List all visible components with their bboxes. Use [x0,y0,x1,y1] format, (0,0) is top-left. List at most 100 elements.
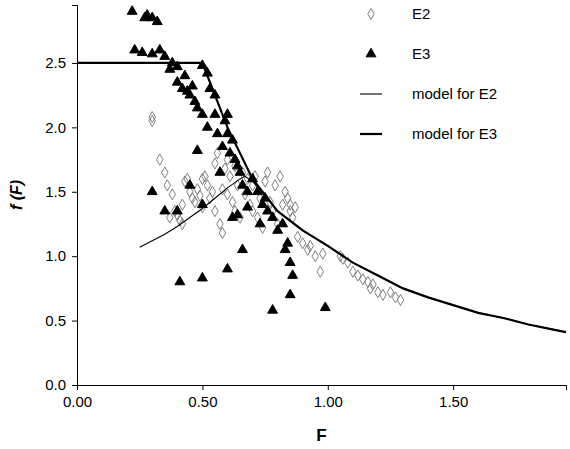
point [160,51,170,60]
point [268,305,278,314]
x-axis-line [78,386,567,391]
point [130,44,140,53]
point [277,171,283,182]
legend-symbol [366,48,376,57]
chart: 0.00 0.50 1.00 1.50 0.0 0.5 1.0 1.5 2.0 2.5 Ff (F)… [0,0,570,449]
y-tick-label: 0.5 [45,312,66,329]
x-tick: 0.50 [188,385,217,410]
point [304,244,310,255]
x-tick-mark [328,385,329,390]
y-tick-mark [72,256,77,257]
legend-symbol [368,8,374,19]
x-tick-label: 0.00 [63,393,92,410]
point [212,206,218,217]
point [175,276,185,285]
point [180,70,190,79]
y-tick-mark [72,385,77,386]
legend-label: E3 [412,45,430,62]
point [235,167,245,176]
point [194,184,200,195]
point [197,109,207,118]
legend-label: E2 [412,5,430,22]
point [192,145,202,154]
point [197,272,207,281]
y-axis-title: f (F) [8,180,25,210]
y-tick: 2.0 [45,119,77,136]
x-axis-title: F [316,426,326,445]
point [155,44,165,53]
point [227,171,233,182]
x-tick-label: 0.50 [188,393,217,410]
y-tick-mark [72,192,77,193]
legend-symbol [360,133,382,135]
point [149,115,155,126]
point [225,147,235,156]
x-tick: 1.00 [314,385,343,410]
marks [77,6,566,332]
legend-symbol [360,93,382,94]
y-tick: 0.5 [45,312,77,329]
point [312,251,318,262]
point [152,16,162,25]
point [397,294,403,305]
point [320,248,326,259]
point [189,193,195,204]
model-line [140,176,566,332]
point [317,266,323,277]
point [185,89,195,98]
point [367,283,373,294]
point [320,302,330,311]
x-axis: 0.00 0.50 1.00 1.50 [63,385,567,410]
model-line [77,63,566,332]
legend-label: model for E2 [412,85,497,102]
x-tick-mark [453,385,454,390]
y-tick-label: 2.5 [45,54,66,71]
point [233,209,243,218]
point [209,186,215,197]
point [213,128,223,137]
y-tick: 2.5 [45,54,77,71]
y-tick-label: 1.5 [45,183,66,200]
point [288,270,298,279]
point [147,186,157,195]
point [272,180,278,191]
point [172,205,182,214]
y-tick-label: 1.0 [45,247,66,264]
point [279,199,285,210]
x-tick: 1.50 [439,385,468,410]
y-axis: 0.0 0.5 1.0 1.5 2.0 2.5 [45,6,77,394]
point [243,202,253,211]
y-tick-mark [72,127,77,128]
point [238,244,248,253]
y-tick-mark [72,63,77,64]
x-tick-label: 1.00 [314,393,343,410]
point [218,141,228,150]
point [137,47,147,56]
point [278,218,288,227]
point [219,227,225,238]
point [127,6,137,15]
point [238,180,248,189]
point [284,193,290,204]
legend-label: model for E3 [412,125,497,142]
point [294,231,300,242]
point [210,109,220,118]
y-tick: 0.0 [45,376,77,393]
point [268,212,278,221]
point [169,189,175,200]
point [177,215,183,226]
point [149,111,155,122]
y-tick-label: 0.0 [45,376,66,393]
point [370,279,376,290]
point [380,289,386,300]
point [187,80,197,89]
point [202,122,212,131]
point [280,244,290,253]
point [160,205,170,214]
point [212,158,218,169]
y-tick: 1.5 [45,183,77,200]
point [307,240,313,251]
y-axis-line [72,6,78,386]
y-tick-label: 2.0 [45,119,66,136]
point [157,154,163,165]
